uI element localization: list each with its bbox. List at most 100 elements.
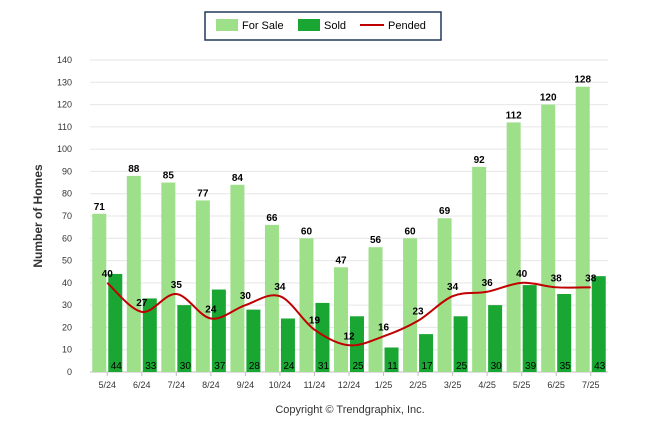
bar-sold — [142, 298, 157, 372]
bar-sold — [453, 316, 468, 372]
label-pended: 36 — [482, 278, 494, 289]
label-sold: 33 — [145, 361, 157, 372]
bar-for-sale — [126, 175, 141, 372]
label-pended: 34 — [274, 282, 286, 293]
y-tick-label: 10 — [62, 345, 72, 355]
x-tick-label: 11/24 — [304, 380, 326, 390]
pended-line — [106, 281, 591, 347]
label-for-sale: 128 — [574, 75, 591, 86]
bar-for-sale — [161, 182, 176, 372]
legend-box — [204, 11, 442, 41]
bar-for-sale — [368, 247, 383, 372]
label-pended: 24 — [205, 305, 217, 316]
label-for-sale: 69 — [439, 206, 451, 217]
bar-for-sale — [472, 166, 487, 372]
label-sold: 24 — [283, 361, 295, 372]
label-pended: 30 — [240, 291, 252, 302]
bar-for-sale — [299, 238, 314, 372]
x-tick-label: 2/25 — [409, 380, 427, 390]
y-tick-label: 120 — [57, 100, 72, 110]
pended-line-path — [106, 281, 591, 347]
y-tick-label: 90 — [62, 166, 72, 176]
legend-label-pended: Pended — [388, 20, 426, 32]
y-tick-label: 0 — [67, 367, 72, 377]
x-tick-label: 8/24 — [202, 380, 220, 390]
bar-for-sale — [264, 224, 279, 372]
label-for-sale: 60 — [405, 226, 417, 237]
label-sold: 11 — [387, 361, 398, 372]
x-tick-label: 12/24 — [338, 380, 361, 390]
y-tick-label: 20 — [62, 322, 72, 332]
legend-label-sold: Sold — [324, 20, 346, 32]
copyright-footer: Copyright © Trendgraphix, Inc. — [275, 404, 424, 416]
label-pended: 38 — [585, 273, 597, 284]
label-pended: 40 — [102, 269, 114, 280]
label-for-sale: 66 — [266, 213, 278, 224]
label-for-sale: 85 — [163, 171, 175, 182]
y-tick-label: 140 — [57, 55, 72, 65]
x-tick-label: 1/25 — [375, 380, 393, 390]
label-sold: 35 — [560, 361, 572, 372]
bar-sold — [211, 289, 226, 372]
bar-sold — [557, 294, 572, 372]
label-for-sale: 47 — [335, 255, 347, 266]
label-sold: 39 — [525, 361, 537, 372]
label-sold: 30 — [491, 361, 503, 372]
bar-sold — [522, 285, 537, 372]
label-pended: 16 — [378, 322, 390, 333]
bar-for-sale — [195, 200, 210, 372]
legend-swatch-sold — [298, 19, 320, 31]
label-sold: 25 — [456, 361, 468, 372]
x-tick-label: 9/24 — [237, 380, 255, 390]
label-for-sale: 60 — [301, 226, 313, 237]
label-for-sale: 120 — [540, 93, 557, 104]
x-tick-label: 6/24 — [133, 380, 151, 390]
bar-sold — [280, 318, 295, 372]
x-tick-label: 10/24 — [269, 380, 292, 390]
y-tick-label: 130 — [57, 77, 72, 87]
bar-sold — [488, 305, 503, 372]
bar-for-sale — [334, 267, 348, 372]
label-for-sale: 112 — [506, 110, 523, 121]
label-for-sale: 71 — [94, 202, 106, 213]
y-tick-label: 80 — [62, 189, 72, 199]
data-labels: 71 44 88 33 85 30 77 37 84 28 66 24 60 31 47 25 56 11 60 17… — [94, 75, 606, 372]
legend: For Sale Sold Pended — [204, 11, 442, 41]
x-tick-label: 7/25 — [582, 380, 600, 390]
label-for-sale: 77 — [197, 188, 209, 199]
y-tick-label: 40 — [62, 278, 72, 288]
label-sold: 17 — [422, 361, 434, 372]
label-sold: 30 — [180, 361, 192, 372]
x-tick-label: 4/25 — [478, 380, 496, 390]
bar-for-sale — [506, 122, 521, 373]
label-sold: 44 — [111, 361, 123, 372]
y-tick-label: 110 — [58, 122, 72, 132]
label-pended: 27 — [136, 298, 148, 309]
bar-for-sale — [403, 238, 418, 372]
bar-for-sale — [92, 213, 107, 372]
label-sold: 31 — [318, 361, 330, 372]
label-pended: 23 — [413, 307, 425, 318]
label-pended: 40 — [516, 269, 528, 280]
x-tick-label: 7/24 — [168, 380, 186, 390]
bar-for-sale — [437, 218, 452, 372]
y-tick-label: 50 — [62, 256, 72, 266]
bar-sold — [246, 309, 261, 372]
label-sold: 25 — [352, 361, 364, 372]
y-tick-label: 70 — [62, 211, 72, 221]
y-axis-ticks: 0 10 20 30 40 50 60 70 80 90 100 110 120 130 140 — [57, 55, 72, 377]
x-axis-ticks: 5/24 6/24 7/24 8/24 9/24 10/24 11/24 12/24 1/25 2… — [99, 372, 600, 390]
x-tick-label: 5/24 — [99, 380, 117, 390]
bar-sold — [177, 305, 192, 372]
label-for-sale: 84 — [232, 173, 244, 184]
bar-sold — [108, 273, 123, 372]
bars — [92, 86, 606, 373]
label-sold: 37 — [214, 361, 226, 372]
label-for-sale: 92 — [474, 155, 486, 166]
label-pended: 38 — [551, 273, 563, 284]
label-sold: 43 — [594, 361, 606, 372]
bar-sold — [419, 334, 434, 372]
y-tick-label: 60 — [62, 233, 72, 243]
bar-sold — [315, 302, 330, 372]
